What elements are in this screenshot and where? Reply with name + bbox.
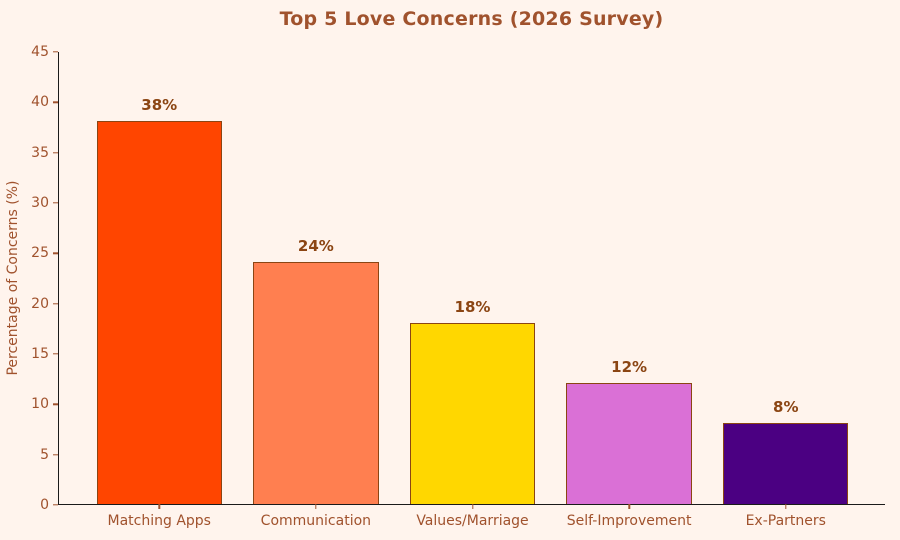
y-tick-mark xyxy=(53,403,58,406)
plot-area: 0 5 10 15 20 25 30 35 40 45 38% Matching Apps 24% Com… xyxy=(31,44,885,529)
bar-ex-partners xyxy=(723,423,849,504)
y-tick-mark xyxy=(53,453,58,456)
y-tick-mark xyxy=(53,504,58,506)
x-tick-mark xyxy=(315,504,317,509)
bar-value-label: 18% xyxy=(454,297,491,316)
x-tick-mark xyxy=(158,504,160,509)
y-tick-label: 30 xyxy=(31,195,49,211)
y-tick-mark xyxy=(53,51,58,53)
x-tick-label: Matching Apps xyxy=(107,513,211,529)
y-tick-label: 35 xyxy=(31,144,49,161)
y-tick-mark xyxy=(53,302,58,305)
y-tick-mark xyxy=(53,353,58,355)
y-tick-mark xyxy=(53,252,58,255)
y-tick-label: 0 xyxy=(40,497,49,513)
y-tick-label: 5 xyxy=(40,446,49,463)
y-tick-label: 45 xyxy=(31,44,49,60)
bar-matching-apps xyxy=(96,121,222,504)
y-tick-label: 15 xyxy=(31,346,49,362)
bar-communication xyxy=(253,262,379,504)
x-tick-mark xyxy=(471,504,474,509)
bar-self-improvement xyxy=(566,383,692,504)
bar-value-label: 38% xyxy=(141,96,178,115)
bar-value-label: 12% xyxy=(611,358,648,377)
y-tick-label: 10 xyxy=(31,396,49,413)
y-tick-mark xyxy=(53,151,58,154)
y-tick-mark xyxy=(53,101,58,104)
x-tick-mark xyxy=(628,504,630,509)
bar-values-marriage xyxy=(409,322,536,504)
x-tick-label: Ex-Partners xyxy=(745,513,826,529)
bar-value-label: 24% xyxy=(297,237,334,256)
x-tick-mark xyxy=(785,504,787,509)
y-axis-label: Percentage of Concerns (%) xyxy=(5,180,21,376)
y-tick-label: 25 xyxy=(31,245,49,262)
y-tick-label: 20 xyxy=(31,295,49,312)
y-tick-label: 40 xyxy=(31,94,49,111)
x-tick-label: Values/Marriage xyxy=(416,513,529,529)
bar-value-label: 8% xyxy=(773,398,799,417)
x-tick-label: Communication xyxy=(260,513,372,529)
chart-title: Top 5 Love Concerns (2026 Survey) xyxy=(279,8,664,30)
x-tick-label: Self-Improvement xyxy=(566,513,692,529)
y-tick-mark xyxy=(53,202,58,204)
